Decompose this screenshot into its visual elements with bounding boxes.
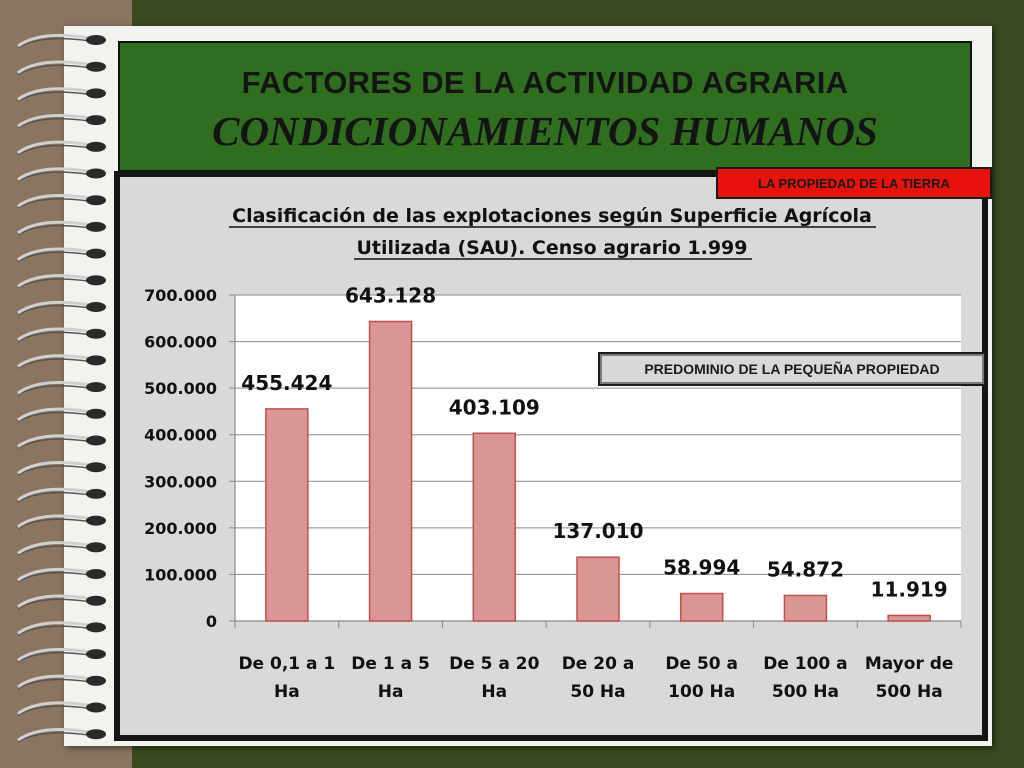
y-tick-label: 200.000	[144, 519, 217, 538]
category-label: Ha	[274, 682, 300, 702]
value-label: 54.872	[767, 557, 844, 581]
category-label: De 5 a 20	[449, 654, 540, 674]
badge-predominio: PREDOMINIO DE LA PEQUEÑA PROPIEDAD	[598, 352, 986, 386]
slide-subtitle: CONDICIONAMIENTOS HUMANOS	[212, 108, 878, 154]
binding-ring	[17, 354, 106, 370]
bar	[887, 614, 931, 622]
chart-title-line1: Clasificación de las explotaciones según…	[232, 205, 872, 227]
category-label: De 20 a	[562, 654, 635, 674]
binding-ring	[17, 380, 106, 396]
bar	[679, 592, 724, 622]
binding-ring	[17, 167, 106, 183]
category-label: 500 Ha	[876, 682, 943, 702]
binding-ring	[17, 33, 106, 49]
spiral-binding	[17, 33, 106, 743]
category-label: Ha	[378, 682, 404, 702]
value-label: 455.424	[241, 371, 332, 395]
y-tick-label: 500.000	[144, 379, 217, 398]
binding-ring	[17, 220, 106, 236]
category-label: De 50 a	[665, 654, 738, 674]
category-label: De 100 a	[763, 654, 847, 674]
y-tick-label: 700.000	[144, 286, 217, 305]
binding-ring	[17, 113, 106, 129]
value-label: 643.128	[345, 283, 436, 307]
category-label: 100 Ha	[668, 682, 735, 702]
bar	[472, 432, 517, 622]
title-box: FACTORES DE LA ACTIVIDAD AGRARIA CONDICI…	[118, 41, 972, 172]
binding-ring	[17, 327, 106, 343]
binding-ring	[17, 407, 106, 423]
bar-chart: Clasificación de las explotaciones según…	[120, 177, 982, 735]
binding-ring	[17, 594, 106, 610]
binding-ring	[17, 140, 106, 156]
category-label: De 1 a 5	[351, 654, 430, 674]
binding-ring	[17, 461, 106, 476]
binding-ring	[17, 674, 106, 690]
binding-ring	[17, 194, 106, 209]
category-label: Mayor de	[865, 654, 954, 674]
value-label: 11.919	[871, 577, 948, 601]
value-label: 58.994	[663, 556, 740, 580]
value-label: 403.109	[449, 395, 540, 419]
y-tick-label: 400.000	[144, 426, 217, 445]
binding-ring	[17, 701, 106, 717]
category-label: 50 Ha	[570, 682, 625, 702]
binding-ring	[17, 647, 106, 663]
binding-ring	[17, 541, 106, 556]
y-tick-label: 300.000	[144, 472, 217, 491]
binding-ring	[17, 728, 106, 743]
bar	[368, 320, 413, 622]
value-label: 137.010	[552, 519, 643, 543]
category-label: De 0,1 a 1	[238, 654, 335, 674]
y-tick-label: 600.000	[144, 333, 217, 352]
slide-title: FACTORES DE LA ACTIVIDAD AGRARIA	[241, 65, 849, 100]
badge-la-propiedad: LA PROPIEDAD DE LA TIERRA	[716, 167, 992, 199]
bar	[783, 594, 828, 622]
binding-ring	[17, 621, 106, 637]
binding-ring	[17, 274, 106, 289]
y-tick-label: 100.000	[144, 565, 217, 584]
chart-title-line2: Utilizada (SAU). Censo agrario 1.999	[357, 237, 748, 259]
binding-ring	[17, 567, 106, 583]
binding-ring	[17, 300, 106, 316]
category-label: Ha	[481, 682, 507, 702]
y-tick-label: 0	[206, 612, 217, 631]
bar	[576, 556, 620, 622]
binding-ring	[17, 87, 106, 103]
binding-ring	[17, 434, 106, 450]
binding-ring	[17, 60, 106, 76]
bar	[265, 408, 309, 622]
binding-ring	[17, 514, 106, 530]
category-label: 500 Ha	[772, 682, 839, 702]
binding-ring	[17, 247, 106, 263]
binding-ring	[17, 487, 106, 503]
